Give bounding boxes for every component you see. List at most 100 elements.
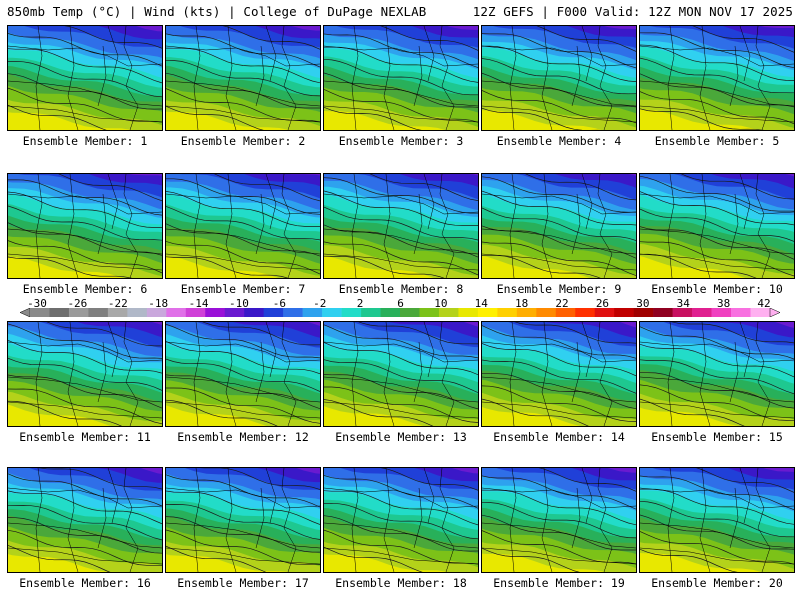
colorbar-segment (68, 308, 89, 317)
colorbar-tick-label: -26 (67, 297, 88, 310)
model-valid-time: 12Z GEFS | F000 Valid: 12Z MON NOV 17 20… (472, 4, 793, 19)
chart-title: 850mb Temp (°C) | Wind (kts) | College o… (7, 4, 427, 19)
ensemble-member-label: Ensemble Member: 16 (19, 576, 151, 590)
colorbar-segment (127, 308, 148, 317)
colorbar-tick-label: 14 (474, 297, 488, 310)
colorbar-tick-label: 18 (515, 297, 529, 310)
colorbar-tick-label: 38 (716, 297, 731, 310)
colorbar-segment (672, 308, 693, 317)
ensemble-member-label: Ensemble Member: 11 (19, 430, 151, 444)
colorbar-tick-label: 10 (434, 297, 448, 310)
ensemble-map-9 (481, 173, 637, 279)
colorbar-segment (400, 308, 420, 317)
ensemble-member-label: Ensemble Member: 15 (651, 430, 783, 444)
ensemble-member-label: Ensemble Member: 13 (335, 430, 467, 444)
ensemble-member-label: Ensemble Member: 10 (651, 282, 783, 296)
ensemble-member-label: Ensemble Member: 14 (493, 430, 625, 444)
ensemble-map-7 (165, 173, 321, 279)
colorbar-tick-label: 30 (636, 297, 650, 310)
colorbar-segment (419, 308, 440, 317)
ensemble-member-label: Ensemble Member: 2 (180, 134, 306, 148)
colorbar-segment (497, 308, 518, 317)
colorbar-segment (516, 308, 537, 317)
colorbar-segment (594, 308, 615, 317)
colorbar-segment (380, 308, 401, 317)
colorbar-tick-label: 2 (356, 297, 364, 310)
colorbar-tick-label: 26 (595, 297, 610, 310)
ensemble-map-18 (323, 467, 479, 573)
colorbar-segment (692, 308, 712, 317)
ensemble-map-1 (7, 25, 163, 131)
colorbar-segment (49, 308, 70, 317)
ensemble-map-19 (481, 467, 637, 573)
colorbar-segment (438, 308, 459, 317)
ensemble-map-13 (323, 321, 479, 427)
colorbar-segment (653, 308, 673, 317)
colorbar-tick-label: -14 (188, 297, 209, 310)
ensemble-map-11 (7, 321, 163, 427)
ensemble-map-17 (165, 467, 321, 573)
colorbar-segment (575, 308, 596, 317)
ensemble-map-8 (323, 173, 479, 279)
ensemble-member-label: Ensemble Member: 5 (654, 134, 780, 148)
ensemble-member-label: Ensemble Member: 6 (22, 282, 148, 296)
ensemble-member-label: Ensemble Member: 20 (651, 576, 783, 590)
colorbar-segment (458, 308, 479, 317)
ensemble-member-label: Ensemble Member: 8 (338, 282, 464, 296)
colorbar-segment (731, 308, 751, 317)
colorbar-segment (244, 308, 264, 317)
colorbar-tick-label: 6 (397, 297, 404, 310)
colorbar-segment (107, 308, 128, 317)
ensemble-map-5 (639, 25, 795, 131)
colorbar-tick-label: -2 (313, 297, 327, 310)
colorbar-segment (302, 308, 323, 317)
colorbar-segment (205, 308, 226, 317)
colorbar-segment (263, 308, 284, 317)
ensemble-map-4 (481, 25, 637, 131)
ensemble-map-14 (481, 321, 637, 427)
colorbar-right-arrow (769, 308, 780, 317)
colorbar-segment (633, 308, 654, 317)
ensemble-member-label: Ensemble Member: 1 (22, 134, 148, 148)
colorbar-segment (88, 308, 109, 317)
colorbar-tick-label: 42 (757, 297, 771, 310)
colorbar-segment (30, 308, 50, 317)
colorbar-segment (146, 308, 167, 317)
ensemble-map-6 (7, 173, 163, 279)
colorbar-segment (477, 308, 498, 317)
colorbar-tick-label: -22 (107, 297, 128, 310)
colorbar-segment (224, 308, 245, 317)
ensemble-map-2 (165, 25, 321, 131)
ensemble-member-label: Ensemble Member: 19 (493, 576, 625, 590)
ensemble-map-15 (639, 321, 795, 427)
colorbar-tick-label: -18 (148, 297, 169, 310)
ensemble-member-label: Ensemble Member: 3 (338, 134, 464, 148)
ensemble-map-16 (7, 467, 163, 573)
colorbar-segment (614, 308, 634, 317)
colorbar-tick-label: -30 (27, 297, 47, 310)
ensemble-map-20 (639, 467, 795, 573)
colorbar-tick-label: -10 (229, 297, 249, 310)
colorbar-tick-label: 22 (555, 297, 569, 310)
colorbar-segment (361, 308, 381, 317)
colorbar-segment (283, 308, 303, 317)
colorbar-segment (711, 308, 732, 317)
ensemble-member-label: Ensemble Member: 9 (496, 282, 622, 296)
colorbar-tick-label: 34 (676, 297, 690, 310)
colorbar-segment (555, 308, 576, 317)
ensemble-member-label: Ensemble Member: 4 (496, 134, 622, 148)
colorbar-tick-label: -6 (272, 297, 286, 310)
temperature-colorbar (20, 308, 780, 317)
ensemble-member-label: Ensemble Member: 7 (180, 282, 306, 296)
colorbar-segment (536, 308, 557, 317)
ensemble-member-label: Ensemble Member: 18 (335, 576, 467, 590)
colorbar-segment (185, 308, 206, 317)
ensemble-member-label: Ensemble Member: 17 (177, 576, 309, 590)
colorbar-segment (322, 308, 342, 317)
colorbar-segment (750, 308, 771, 317)
colorbar-segment (341, 308, 362, 317)
ensemble-map-10 (639, 173, 795, 279)
ensemble-map-3 (323, 25, 479, 131)
ensemble-member-label: Ensemble Member: 12 (177, 430, 309, 444)
colorbar-segment (166, 308, 187, 317)
